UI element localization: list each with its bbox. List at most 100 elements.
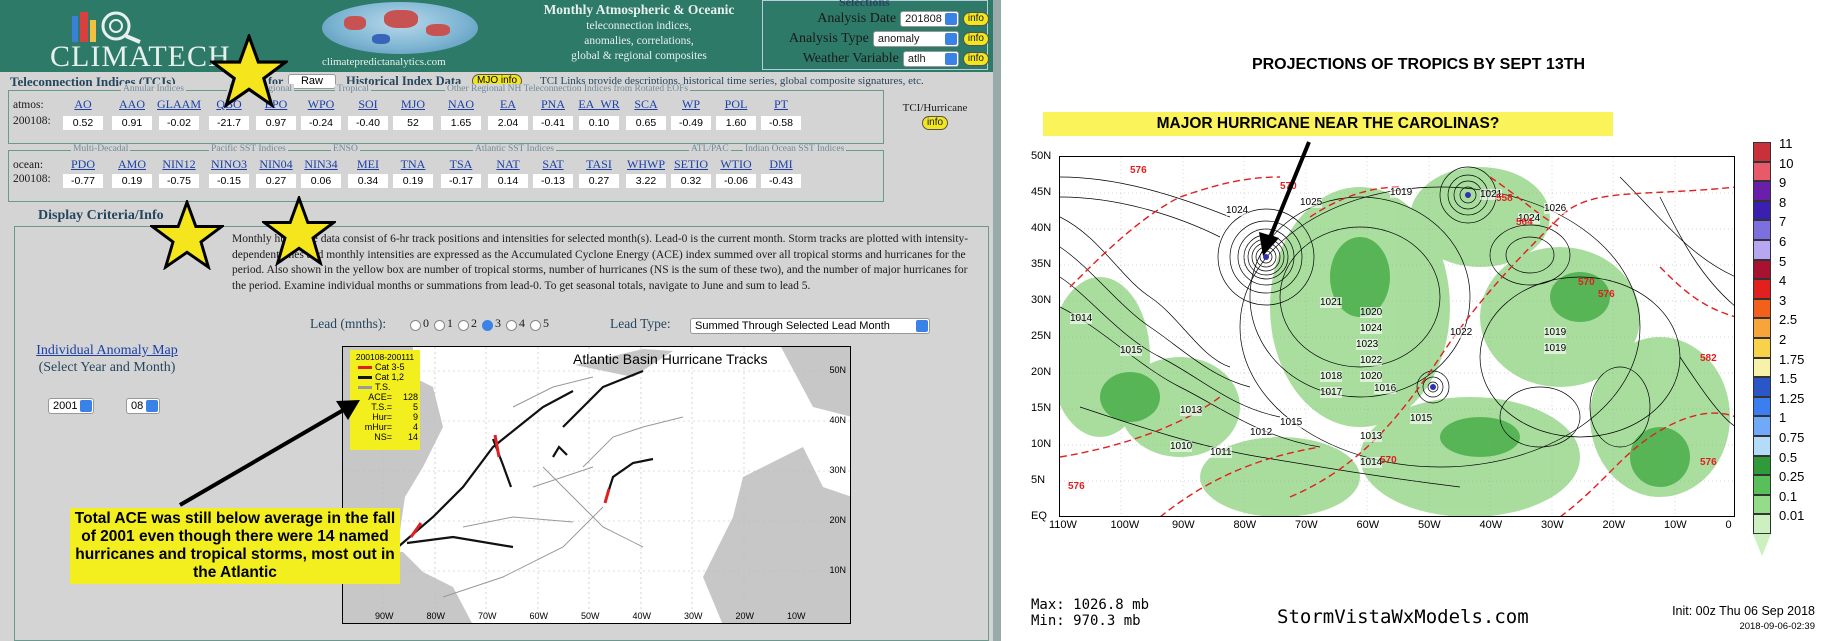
lead-label: Lead (mnths): [310,316,387,331]
lead-radio-3[interactable] [482,320,493,331]
index-link-ea[interactable]: EA [500,97,516,111]
logo-text[interactable]: CLIMATECH [50,40,231,73]
map-lon-label: 70W [478,611,497,621]
index-group-label: ATL/PAC [689,144,731,154]
legend-stat-value: 5 [412,402,418,412]
index-link-nao[interactable]: NAO [448,97,474,111]
contour-label: 1020 [1360,371,1383,382]
row-label: atmos: [13,99,44,111]
historical-index-link[interactable]: Historical Index Data [346,74,462,88]
lead-radio-5[interactable] [530,320,541,331]
weather-variable-select[interactable]: atlh [902,51,959,67]
index-link-ao[interactable]: AO [74,97,92,111]
height-label: 570 [1578,277,1595,288]
height-label: 582 [1700,353,1717,364]
index-link-setio[interactable]: SETIO [674,157,708,171]
display-criteria-title: Display Criteria/Info [38,208,164,223]
raw-select[interactable]: Raw [288,74,336,89]
legend-stat: ACE= 128 [352,392,418,402]
weather-lat-label: 40N [1031,222,1052,234]
index-link-soi[interactable]: SOI [358,97,378,111]
weather-lon-label: 60W [1356,519,1380,531]
index-link-mei[interactable]: MEI [357,157,379,171]
index-value: 0.34 [348,174,388,188]
index-link-wtio[interactable]: WTIO [720,157,752,171]
lead-radio-0[interactable] [410,320,421,331]
index-value: 0.10 [579,116,619,130]
individual-map-link[interactable]: Individual Anomaly Map [36,343,178,358]
lead-radio-4[interactable] [506,320,517,331]
colorbar-label: 1.75 [1779,351,1805,367]
index-link-sca[interactable]: SCA [634,97,658,111]
legend-label: Cat 1,2 [375,372,405,382]
weather-lon-label: 110W [1049,519,1077,531]
analysis-type-select[interactable]: anomaly [872,31,959,47]
colorbar-segment [1753,357,1771,378]
colorbar-label: 11 [1779,136,1793,151]
index-value: 0.19 [393,174,433,188]
weather-variable-info-button[interactable]: info [962,52,989,66]
index-link-pt[interactable]: PT [773,97,788,111]
height-label: 576 [1700,457,1717,468]
weather-lon-label: 90W [1172,519,1195,531]
index-link-tsa[interactable]: TSA [449,157,473,171]
ocean-indices-panel: Multi-Decadal Pacific SST Indices ENSO Atla… [8,144,884,202]
map-lon-label: 50W [581,611,600,621]
site-url-link[interactable]: climatepredictanalytics.com [322,56,446,68]
index-value: 0.32 [671,174,711,188]
index-link-mjo[interactable]: MJO [400,97,425,111]
model-credit: StormVistaWxModels.com [1277,606,1529,628]
index-link-tasi[interactable]: TASI [586,157,612,171]
index-group-label: Atlantic SST Indices [473,144,556,154]
tci-hurricane-box: TCI/Hurricane info [900,102,970,130]
index-link-nin04[interactable]: NIN04 [259,157,293,171]
index-link-dmi[interactable]: DMI [769,157,793,171]
index-link-pdo[interactable]: PDO [70,157,95,171]
index-link-glaam[interactable]: GLAAM [157,97,201,111]
lead-radio-1[interactable] [434,320,445,331]
hurricane-track-map: Atlantic Basin Hurricane Tracks 50N 40N 30… [342,346,851,624]
index-link-whwp[interactable]: WHWP [627,157,665,171]
index-link-nin12[interactable]: NIN12 [162,157,196,171]
index-link-aao[interactable]: AAO [119,97,145,111]
index-group-label: Other Regional NH Teleconnection Indices… [445,84,691,94]
colorbar-segment [1753,494,1771,515]
analysis-type-info-button[interactable]: info [962,32,989,46]
index-link-sat[interactable]: SAT [542,157,564,171]
legend-label: Cat 3-5 [375,362,405,372]
index-link-pna[interactable]: PNA [540,97,565,111]
index-link-amo[interactable]: AMO [117,157,146,171]
index-value: -0.06 [716,174,756,188]
colorbar-label: 2 [1779,332,1787,347]
index-value: 1.65 [441,116,481,130]
row-date-label: 200108: [13,115,51,127]
analysis-date-select[interactable]: 201808 [900,11,959,27]
index-link-ea_wr[interactable]: EA_WR [578,97,620,111]
lead-type-select[interactable]: Summed Through Selected Lead Month [690,318,930,334]
index-link-nin34[interactable]: NIN34 [304,157,338,171]
index-link-wp[interactable]: WP [682,97,700,111]
index-value: -0.75 [159,174,199,188]
colorbar-label: 0.01 [1779,508,1805,524]
map-lon-label: 20W [735,611,755,621]
index-link-nat[interactable]: NAT [496,157,520,171]
lead-radio-2[interactable] [458,320,469,331]
map-lat-label: 50N [829,365,846,375]
pressure-max: Max: 1026.8 mb [1031,597,1150,613]
index-link-nino3[interactable]: NINO3 [211,157,247,171]
index-link-wpo[interactable]: WPO [307,97,335,111]
tci-hurricane-info-button[interactable]: info [921,116,949,130]
year-select[interactable]: 2001 [48,398,95,414]
weather-lat-label: 30N [1031,294,1052,306]
individual-map-sub: (Select Year and Month) [38,360,176,375]
index-link-pol[interactable]: POL [724,97,748,111]
map-lon-label: 90W [375,611,394,621]
legend-row: T.S. [352,382,418,392]
index-link-tna[interactable]: TNA [400,157,426,171]
month-select[interactable]: 08 [126,398,161,414]
contour-label: 1024 [1226,205,1249,216]
colorbar-segment [1753,436,1771,456]
weather-lon-label: 100W [1110,519,1140,531]
analysis-date-info-button[interactable]: info [962,12,989,26]
colorbar-label: 1.5 [1779,371,1798,387]
